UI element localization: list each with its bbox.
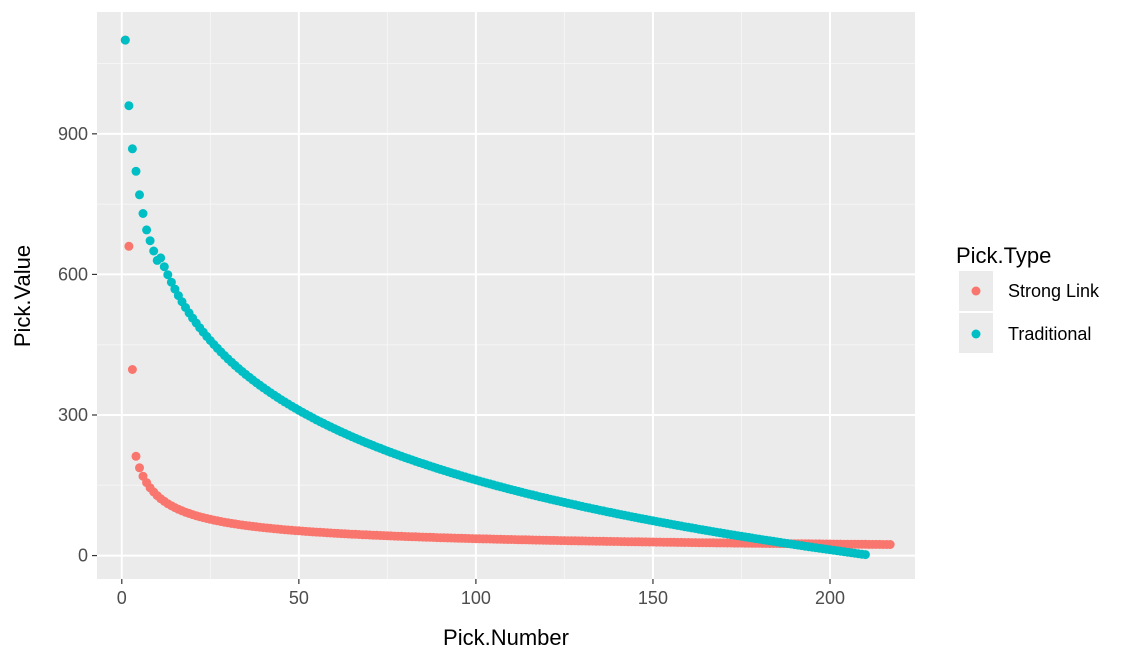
legend-label-strong-link: Strong Link [1008,281,1100,301]
data-point-strong-link [131,451,141,461]
legend: Pick.Type Strong Link Traditional [956,243,1100,353]
series-layer [120,35,895,560]
y-tick-label: 600 [58,264,88,284]
legend-marker-traditional [971,329,981,339]
y-tick-label: 300 [58,405,88,425]
data-point-strong-link [124,241,134,251]
data-point-strong-link [127,365,137,374]
data-point-strong-link [885,540,895,549]
y-tick-label: 900 [58,124,88,144]
data-point-traditional [166,277,176,287]
data-point-traditional [124,101,134,111]
grid-major [97,12,915,579]
data-point-traditional [131,166,141,176]
data-point-traditional [120,35,130,45]
x-tick-label: 50 [289,588,309,608]
x-tick-label: 150 [638,588,668,608]
data-point-traditional [156,253,166,263]
legend-title: Pick.Type [956,243,1051,268]
data-point-traditional [159,262,169,272]
y-axis-title: Pick.Value [10,245,35,347]
data-point-traditional [860,550,870,560]
data-point-traditional [149,246,159,256]
data-point-traditional [163,270,173,280]
data-point-strong-link [135,463,144,473]
data-point-traditional [145,236,155,246]
x-tick-label: 0 [117,588,127,608]
axis-ticks: 0 50 100 150 200 0 300 600 900 [58,124,845,608]
data-point-traditional [135,190,144,200]
data-point-traditional [142,225,152,235]
legend-marker-strong-link [971,286,981,296]
data-point-traditional [127,144,137,154]
x-tick-label: 100 [461,588,491,608]
data-point-traditional [138,209,148,218]
y-tick-label: 0 [78,546,88,566]
plot-panel [97,12,915,579]
x-tick-label: 200 [815,588,845,608]
legend-label-traditional: Traditional [1008,324,1091,344]
x-axis-title: Pick.Number [443,625,569,650]
